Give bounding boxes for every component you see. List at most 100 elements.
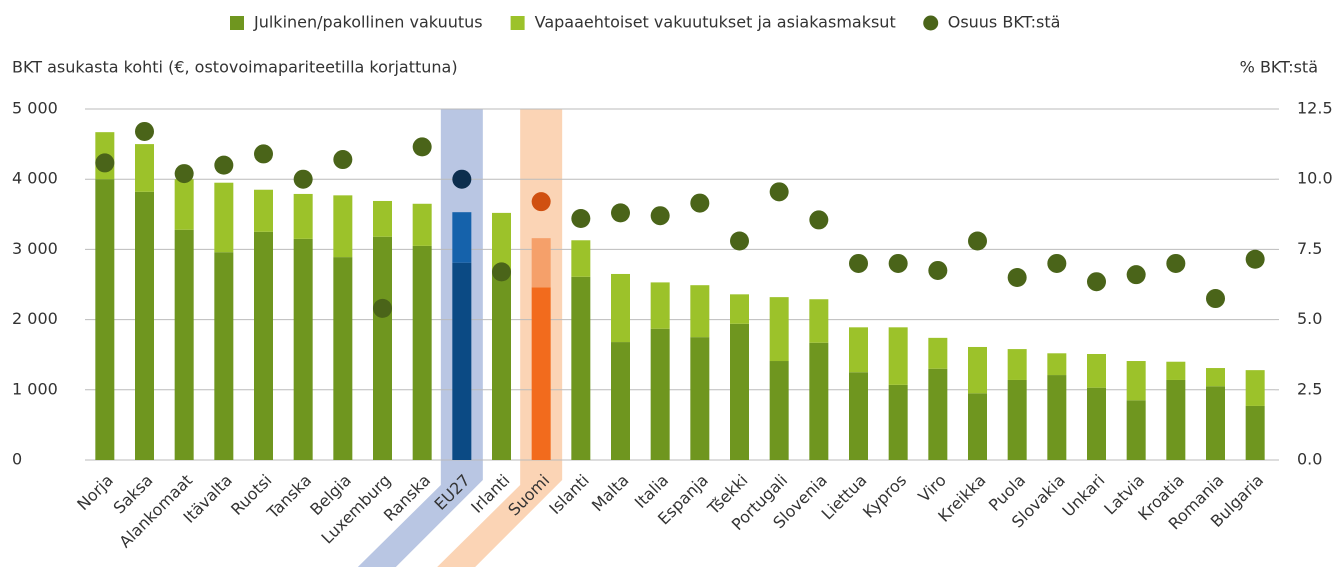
- y2-tick-label: 12.5: [1297, 99, 1333, 118]
- bar-segment: [928, 337, 948, 369]
- bar-segment: [1166, 379, 1186, 460]
- bar-segment: [690, 337, 710, 460]
- x-tick-label: Kypros: [859, 471, 910, 522]
- bar-segment: [1126, 400, 1146, 460]
- share-dot: [412, 137, 432, 157]
- bar-segment: [1047, 375, 1067, 460]
- share-dot: [1166, 253, 1186, 273]
- bar-segment: [1245, 370, 1265, 406]
- share-dot: [254, 144, 273, 164]
- bar-segment: [571, 240, 591, 277]
- y-tick-label: 3 000: [12, 239, 58, 258]
- bar-segment: [690, 285, 710, 338]
- share-dot: [888, 253, 908, 273]
- legend-marker: [230, 16, 244, 30]
- share-dot: [1245, 249, 1265, 269]
- bar-segment: [809, 342, 829, 460]
- y-tick-label: 2 000: [12, 309, 58, 328]
- y2-tick-label: 5.0: [1297, 309, 1322, 328]
- share-dot: [373, 298, 392, 318]
- x-tick-label: Tanska: [263, 471, 315, 523]
- bar-segment: [333, 257, 353, 460]
- bar-segment: [650, 328, 670, 460]
- share-dot: [611, 203, 630, 223]
- share-dot: [928, 260, 948, 280]
- x-tick-label: Norja: [73, 471, 117, 515]
- share-dot: [293, 169, 313, 189]
- bar-segment: [1206, 386, 1225, 460]
- bar-segment: [452, 212, 472, 263]
- bar-segment: [412, 245, 432, 460]
- bar-segment: [1007, 379, 1027, 460]
- y2-tick-label: 7.5: [1297, 239, 1322, 258]
- share-dot: [690, 193, 710, 213]
- x-tick-label: Viro: [914, 471, 949, 506]
- y2-tick-label: 10.0: [1297, 169, 1333, 188]
- bar-segment: [1007, 349, 1027, 380]
- bar-segment: [174, 229, 194, 460]
- y2-tick-label: 0.0: [1297, 450, 1322, 469]
- bar-segment: [650, 282, 670, 329]
- share-dot: [174, 164, 194, 184]
- bar-segment: [571, 276, 591, 460]
- legend-label: Julkinen/pakollinen vakuutus: [253, 13, 483, 32]
- bar-segment: [452, 262, 472, 460]
- bar-segment: [1206, 368, 1225, 387]
- y2-tick-label: 2.5: [1297, 379, 1322, 398]
- share-dot: [135, 121, 154, 141]
- bar-segment: [135, 191, 154, 460]
- bar-segment: [174, 179, 194, 230]
- share-dot: [492, 262, 511, 282]
- bar-segment: [1087, 387, 1106, 460]
- bar-segment: [373, 200, 392, 237]
- y-tick-label: 1 000: [12, 379, 58, 398]
- bar-segment: [293, 193, 313, 239]
- share-dot: [730, 231, 749, 251]
- y2-axis-title: % BKT:stä: [1240, 58, 1318, 77]
- y-axis-title: BKT asukasta kohti (€, ostovoimapariteet…: [12, 58, 458, 77]
- share-dot: [849, 253, 868, 273]
- bar-segment: [849, 327, 868, 373]
- bar-segment: [968, 393, 987, 460]
- bar-segment: [1245, 405, 1265, 460]
- legend-marker: [923, 15, 939, 31]
- bar-segment: [254, 189, 273, 232]
- bar-segment: [888, 327, 908, 385]
- share-dot: [968, 231, 987, 251]
- share-dot: [95, 153, 115, 173]
- bar-segment: [809, 299, 829, 343]
- bar-segment: [1166, 361, 1186, 380]
- bar-segment: [531, 238, 551, 288]
- bar-segment: [333, 195, 353, 258]
- bar-segment: [214, 252, 234, 460]
- bar-segment: [730, 294, 749, 324]
- share-dot: [571, 209, 591, 229]
- bar-segment: [888, 384, 908, 460]
- share-dot: [1126, 265, 1146, 285]
- x-tick-label: Unkari: [1059, 471, 1109, 521]
- bar-segment: [1126, 361, 1146, 401]
- legend-label: Vapaaehtoiset vakuutukset ja asiakasmaks…: [535, 13, 896, 32]
- share-dot: [452, 169, 472, 189]
- bar-segment: [611, 342, 630, 460]
- bar-segment: [492, 212, 511, 271]
- legend-label: Osuus BKT:stä: [948, 13, 1061, 32]
- y-tick-label: 0: [12, 450, 22, 469]
- share-dot: [214, 155, 234, 175]
- bar-segment: [293, 238, 313, 460]
- bar-segment: [769, 297, 789, 362]
- highlight-band: [437, 109, 563, 567]
- bar-segment: [849, 372, 868, 460]
- bar-segment: [1047, 353, 1067, 376]
- bar-segment: [968, 346, 987, 394]
- bar-segment: [730, 323, 749, 460]
- highlight-band: [357, 109, 483, 567]
- x-tick-label: Liettua: [818, 471, 871, 524]
- share-dot: [1206, 289, 1225, 309]
- bar-segment: [373, 236, 392, 460]
- bar-segment: [769, 361, 789, 460]
- share-dot: [650, 206, 670, 226]
- bar-segment: [214, 182, 234, 253]
- share-dot: [1087, 272, 1106, 292]
